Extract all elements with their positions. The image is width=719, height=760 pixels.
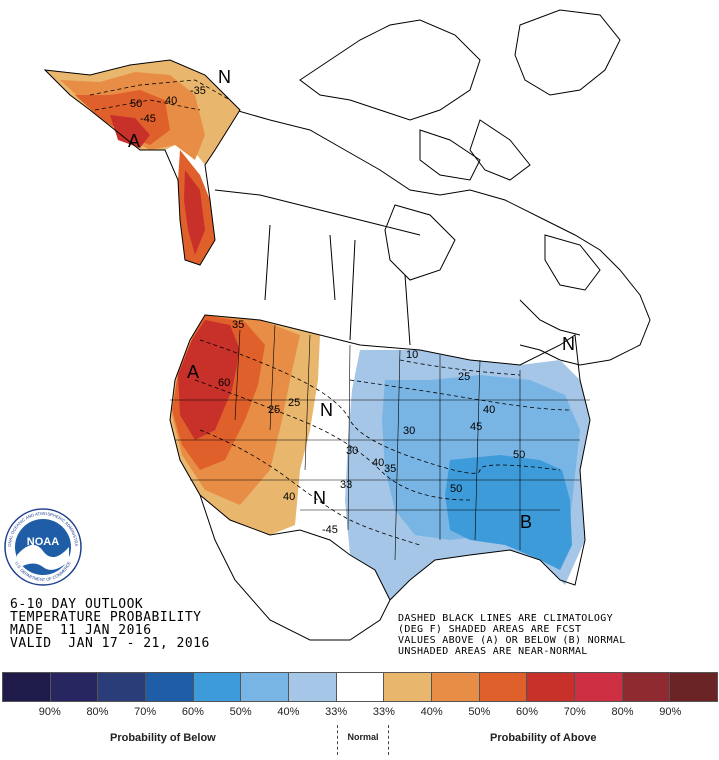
clim-label: 50 [513,449,525,461]
legend-swatch [479,673,528,701]
legend-percent: 50% [468,706,491,718]
clim-label: 35 [384,463,396,475]
label-below-southeast: B [520,512,532,532]
legend-swatch [193,673,242,701]
legend-swatch [527,673,576,701]
title-line-4: VALID JAN 17 - 21, 2016 [10,636,210,651]
label-normal-southwest: N [313,488,326,508]
legend-normal-caption: Normal [347,732,379,742]
legend-percent: 33% [372,706,395,718]
legend-swatch [98,673,147,701]
note-line-2: (DEG F) SHADED AREAS ARE FCST [398,624,582,635]
clim-label: 35 [232,319,244,331]
legend-swatch [432,673,480,701]
noaa-logo-text: NOAA [27,536,59,548]
legend-percent: 70% [563,706,586,718]
clim-label: 40 [483,404,495,416]
legend-swatches [2,672,718,702]
outlook-title-block: 6-10 DAY OUTLOOK TEMPERATURE PROBABILITY… [10,598,210,650]
clim-label: 40 [372,457,384,469]
label-above-west: A [187,362,199,382]
label-normal-alaska: N [218,67,231,87]
clim-label: 60 [218,377,230,389]
legend-below-caption: Probability of Below [110,732,216,744]
clim-label: 25 [288,397,300,409]
legend-normal-box: Normal [337,725,389,755]
map-notes: DASHED BLACK LINES ARE CLIMATOLOGY (DEG … [398,613,626,657]
note-line-3: VALUES ABOVE (A) OR BELOW (B) NORMAL [398,635,626,646]
legend-swatch [336,673,385,701]
probability-legend: 90% 80% 70% 60% 50% 40% 33% 33% 40% 50% … [0,670,719,760]
legend-above-caption: Probability of Above [490,732,597,744]
note-line-1: DASHED BLACK LINES ARE CLIMATOLOGY [398,613,613,624]
clim-label: 25 [268,404,280,416]
clim-label: 33 [340,479,352,491]
title-line-1: 6-10 DAY OUTLOOK [10,597,144,612]
climatology-lines [89,79,571,546]
legend-percent: 80% [611,706,634,718]
label-normal-northeast: N [562,334,575,354]
legend-percent: 90% [659,706,682,718]
label-normal-north: N [320,400,333,420]
clim-label: 10 [406,349,418,361]
note-line-4: UNSHADED AREAS ARE NEAR-NORMAL [398,646,588,657]
legend-percent: 50% [229,706,252,718]
legend-swatch [3,673,51,701]
label-above-alaska: A [128,131,140,151]
clim-label: 40 [283,491,295,503]
noaa-logo: NOAA NATIONAL OCEANIC AND ATMOSPHERIC AD… [3,507,82,586]
clim-label: 50 [450,483,462,495]
legend-swatch [384,673,433,701]
climatology-values: -35 40 50 -45 35 60 25 25 30 40 35 33 40… [130,85,525,536]
legend-swatch [241,673,290,701]
legend-percent: 70% [134,706,157,718]
legend-percent: 90% [38,706,61,718]
canada-outline [214,9,651,366]
title-line-2: TEMPERATURE PROBABILITY [10,610,202,625]
legend-swatch [146,673,194,701]
clim-label: 50 [130,98,142,110]
clim-label: -45 [140,113,156,125]
clim-label: 30 [346,445,358,457]
clim-label: 30 [403,425,415,437]
legend-swatch [50,673,99,701]
legend-percent: 40% [277,706,300,718]
title-line-3: MADE 11 JAN 2016 [10,623,152,638]
clim-label: -35 [190,85,206,97]
north-america-map: A A B N N N N -35 40 50 -45 35 60 25 25 … [43,9,651,641]
legend-percent: 33% [325,706,348,718]
clim-label: 40 [165,95,177,107]
legend-swatch [622,673,671,701]
legend-percent: 40% [420,706,443,718]
legend-percent-row: 90% 80% 70% 60% 50% 40% 33% 33% 40% 50% … [26,706,694,718]
legend-swatch [670,673,718,701]
alaska-shading [43,59,241,266]
clim-label: -45 [322,524,338,536]
legend-swatch [575,673,623,701]
legend-swatch [289,673,337,701]
outlook-letters: A A B N N N N [128,67,575,532]
legend-percent: 80% [86,706,109,718]
clim-label: 25 [458,371,470,383]
clim-label: 45 [470,421,482,433]
usa-shading [169,314,591,641]
legend-percent: 60% [516,706,539,718]
legend-percent: 60% [181,706,204,718]
